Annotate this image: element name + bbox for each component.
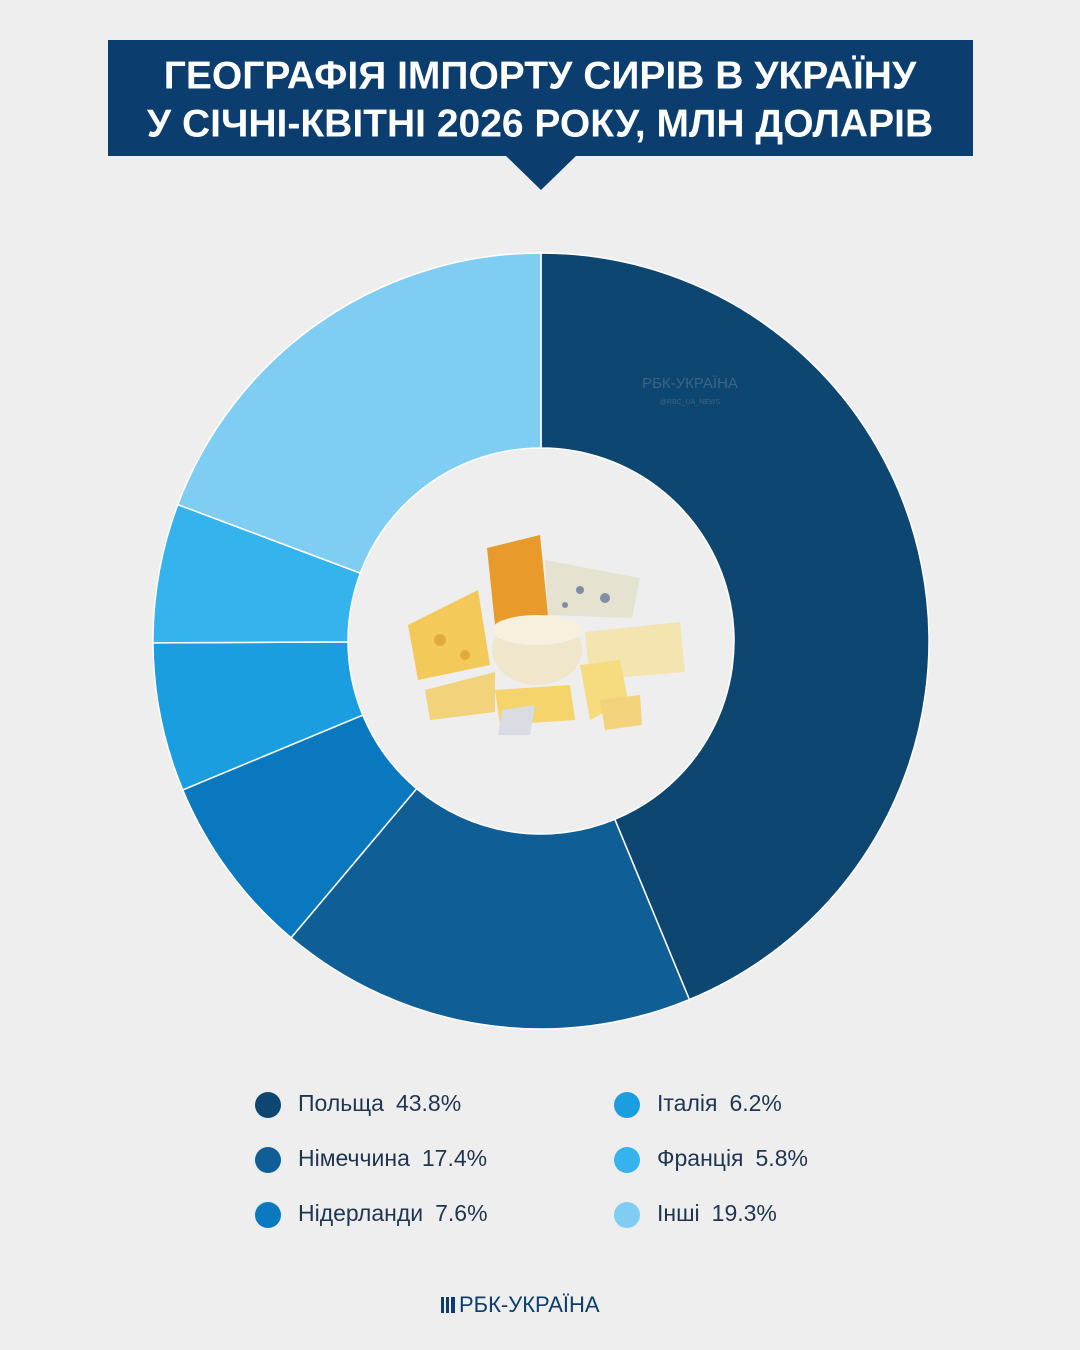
chart-title: У СІЧНІ-КВІТНІ 2026 РОКУ, МЛН ДОЛАРІВ [147,102,933,145]
legend: Польща 43.8% Німеччина 17.4% Нідерланди 7.6% І… [255,1090,808,1228]
legend-value: 17.4% [422,1145,487,1171]
legend-marker [255,1202,281,1228]
legend-value: 19.3% [712,1200,777,1226]
legend-marker [255,1092,281,1118]
legend-entry: Італія 6.2% [657,1090,782,1116]
footer-logo-icon [441,1297,455,1313]
slice [290,787,691,1030]
legend-label: Франція [657,1145,744,1171]
cheese-illustration [408,535,685,735]
legend-marker [614,1202,640,1228]
legend-marker [255,1147,281,1173]
legend-entry: Інші 19.3% [657,1200,777,1226]
legend-label: Інші [657,1200,700,1226]
legend-entry: Франція 5.8% [657,1145,808,1171]
legend-value: 43.8% [396,1090,461,1116]
legend-label: Польща [298,1090,384,1116]
title-pointer [505,155,577,190]
legend-label: Нідерланди [298,1200,423,1226]
legend-value: 6.2% [729,1090,781,1116]
watermark-handle: @RBC_UA_NEWS [660,399,721,406]
donut [152,252,930,1030]
legend-label: Німеччина [298,1145,410,1171]
chart-title: ГЕОГРАФІЯ ІМПОРТУ СИРІВ В УКРАЇНУ [164,54,917,97]
legend-label: Італія [657,1090,717,1116]
slice [176,252,542,575]
legend-value: 5.8% [756,1145,808,1171]
legend-entry: Нідерланди 7.6% [298,1200,488,1226]
legend-entry: Німеччина 17.4% [298,1145,487,1171]
watermark: РБК-УКРАЇНА [642,375,738,392]
footer: РБК-УКРАЇНА [459,1292,600,1317]
legend-marker [614,1092,640,1118]
legend-marker [614,1147,640,1173]
slice [540,252,930,1001]
title-box [108,40,973,156]
legend-entry: Польща 43.8% [298,1090,461,1116]
legend-value: 7.6% [435,1200,487,1226]
